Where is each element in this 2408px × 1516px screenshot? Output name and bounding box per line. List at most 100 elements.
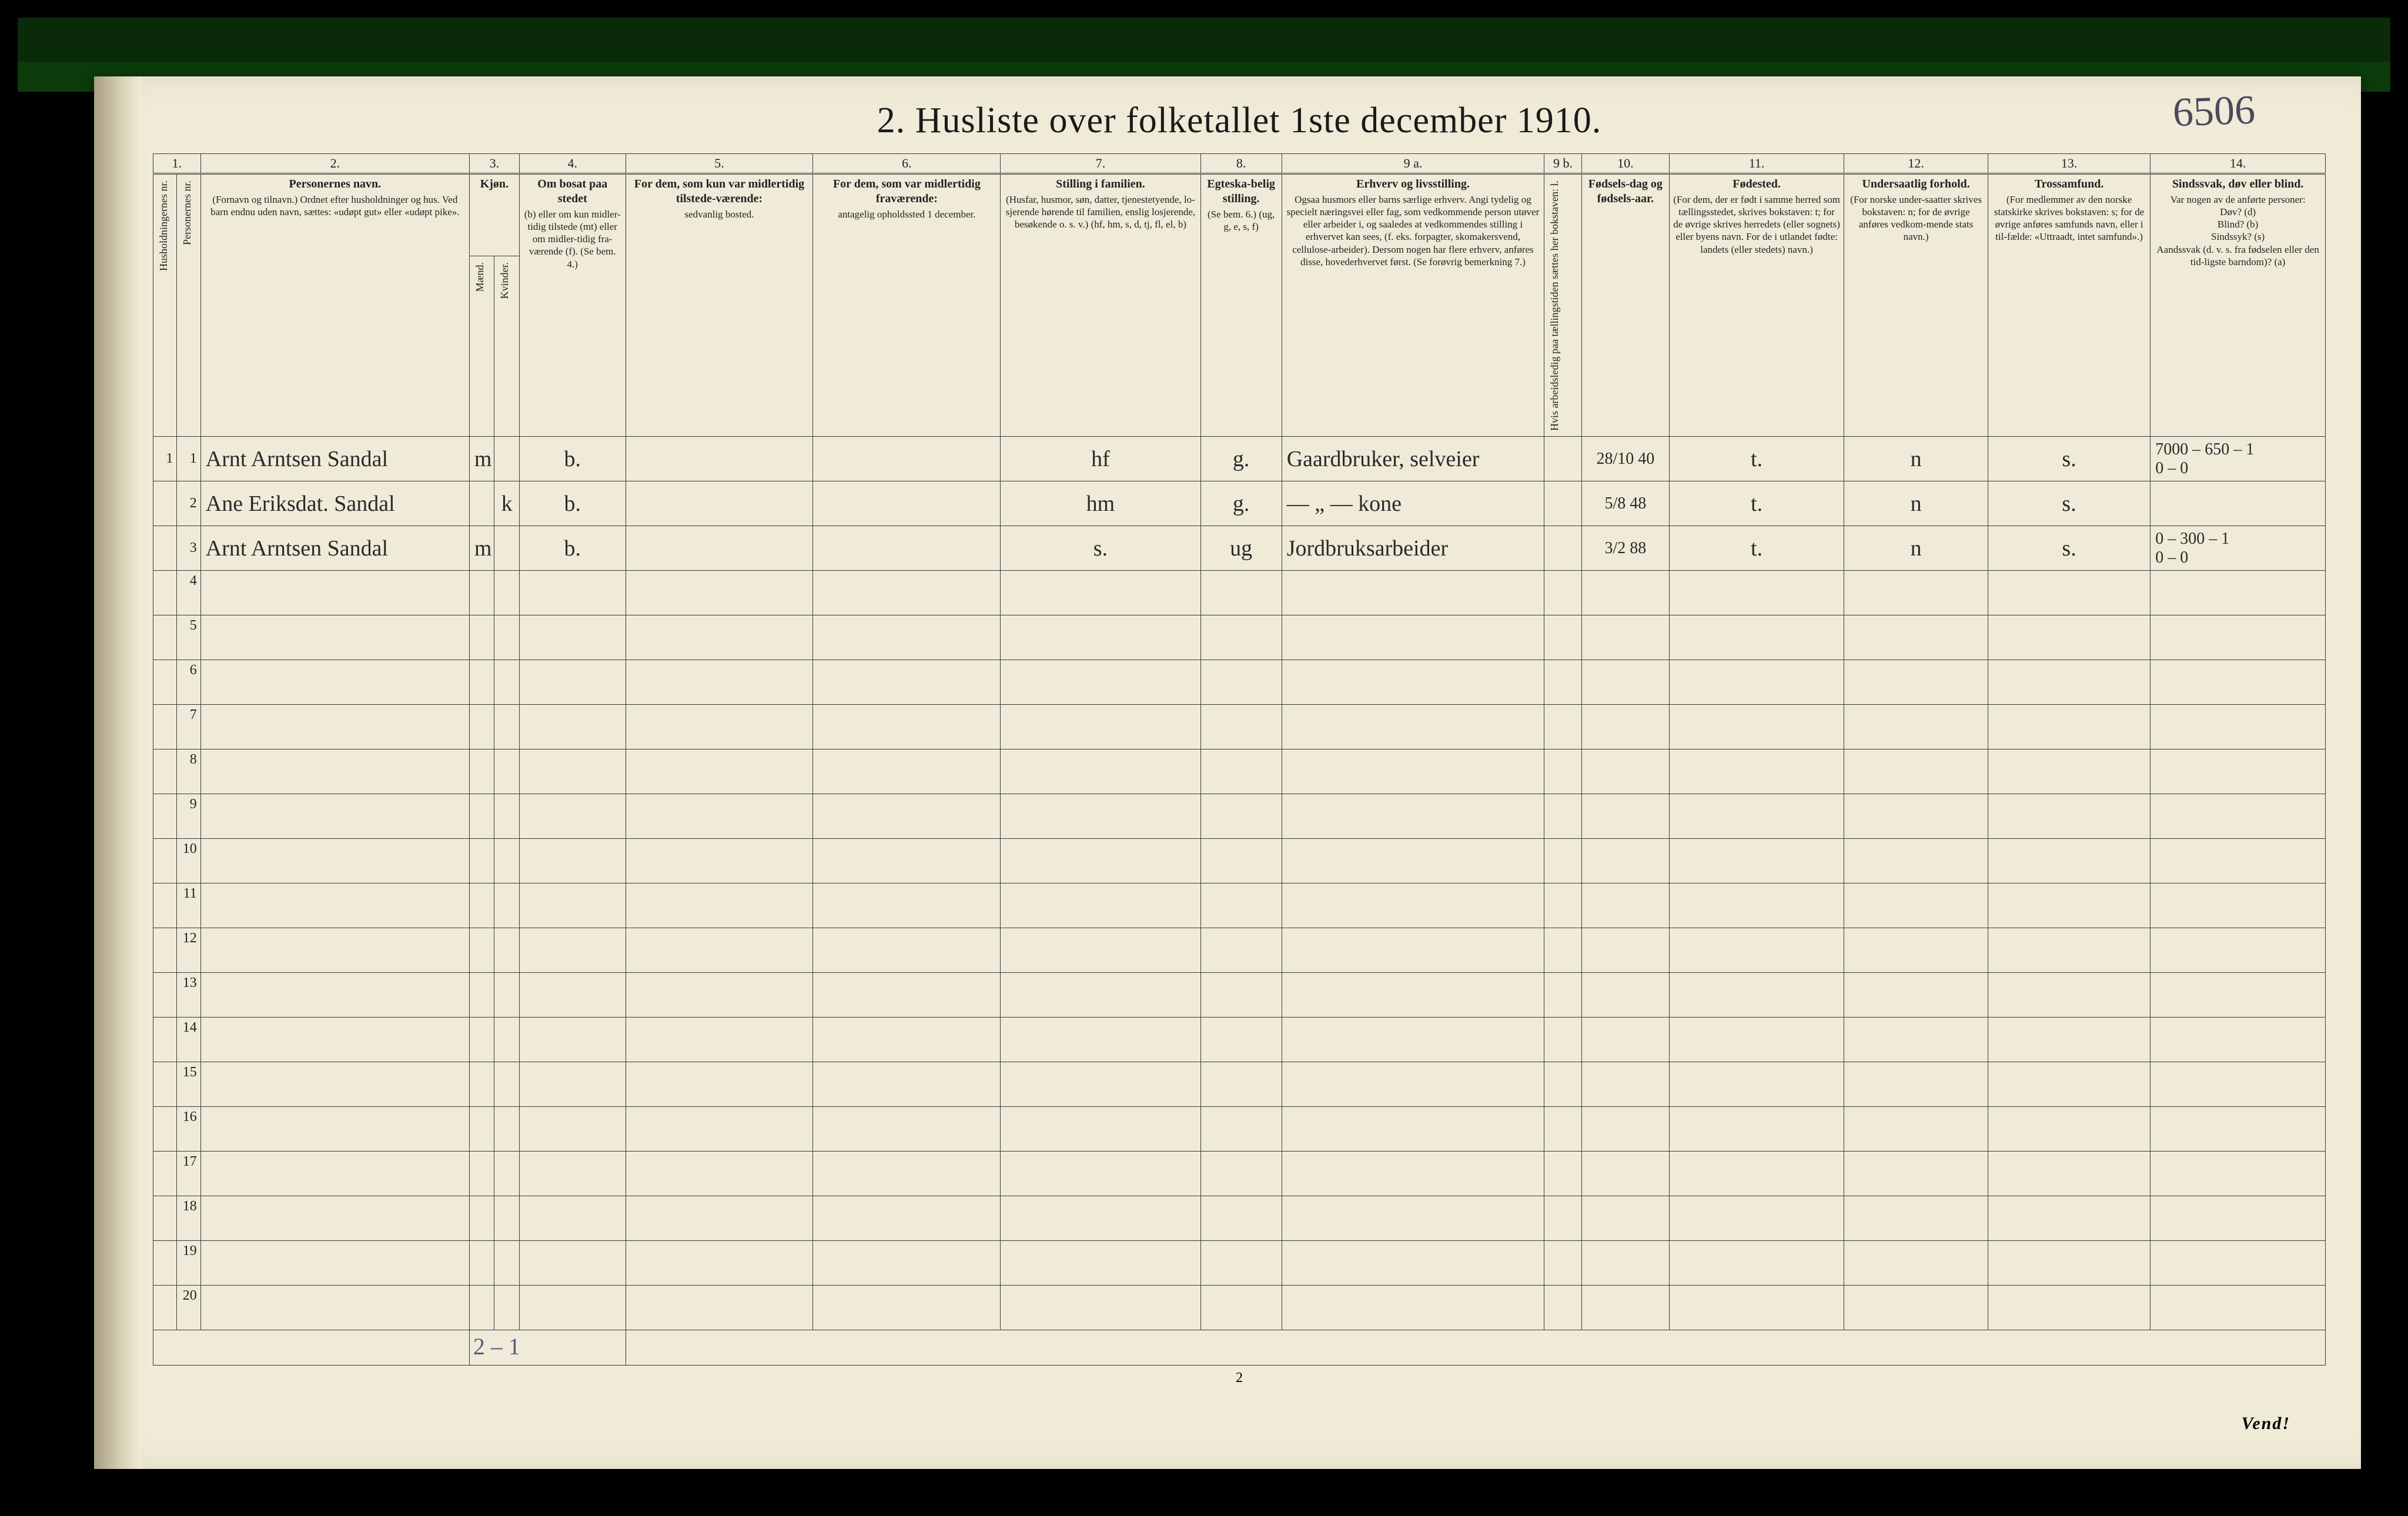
cell-blank xyxy=(469,615,494,660)
cell-blank xyxy=(2151,705,2326,749)
cell-col10: 3/2 88 xyxy=(1581,526,1669,571)
cell-blank xyxy=(1581,705,1669,749)
cell-col14 xyxy=(2151,481,2326,526)
cell-blank xyxy=(519,660,626,705)
cell-blank xyxy=(1844,705,1988,749)
foot-empty xyxy=(153,1330,470,1366)
cell-blank xyxy=(1844,794,1988,839)
cell-blank xyxy=(153,839,177,884)
cell-blank: 5 xyxy=(177,615,200,660)
cell-blank xyxy=(1669,1196,1844,1241)
cell-blank xyxy=(1200,705,1282,749)
cell-blank xyxy=(1001,1241,1200,1286)
hdr-col12-main: Undersaatlig forhold. xyxy=(1848,177,1984,192)
cell-blank xyxy=(1988,794,2150,839)
cell-blank xyxy=(2151,615,2326,660)
cell-blank xyxy=(1581,928,1669,973)
table-row: 4 xyxy=(153,571,2326,615)
cell-bosat: b. xyxy=(519,526,626,571)
hdr-col9a-sub: Ogsaa husmors eller barns særlige erhver… xyxy=(1286,193,1540,269)
cell-blank xyxy=(494,928,520,973)
hdr-col7-sub: (Husfar, husmor, søn, datter, tjenestety… xyxy=(1004,193,1196,231)
header-main-row: Husholdningernes nr. Personernes nr. Per… xyxy=(153,173,2326,256)
table-row: 5 xyxy=(153,615,2326,660)
cell-col11: t. xyxy=(1669,481,1844,526)
cell-blank xyxy=(1844,1107,1988,1152)
cell-blank xyxy=(469,705,494,749)
cell-col13: s. xyxy=(1988,526,2150,571)
cell-blank xyxy=(200,705,469,749)
cell-blank xyxy=(1581,571,1669,615)
cell-col5 xyxy=(626,481,813,526)
cell-col11: t. xyxy=(1669,526,1844,571)
cell-blank xyxy=(1581,1286,1669,1330)
colnum-14: 14. xyxy=(2151,154,2326,174)
cell-col10: 28/10 40 xyxy=(1581,437,1669,481)
cell-blank xyxy=(1844,1018,1988,1062)
cell-blank xyxy=(1001,973,1200,1018)
cell-blank xyxy=(153,660,177,705)
cell-blank xyxy=(1844,571,1988,615)
cell-blank xyxy=(519,749,626,794)
colnum-3: 3. xyxy=(469,154,519,174)
cell-blank xyxy=(1544,1062,1582,1107)
cell-blank xyxy=(519,1018,626,1062)
cell-blank xyxy=(1282,973,1544,1018)
table-row: 20 xyxy=(153,1286,2326,1330)
cell-blank xyxy=(519,839,626,884)
hdr-col7: Stilling i familien. (Husfar, husmor, sø… xyxy=(1001,173,1200,437)
cell-blank xyxy=(1669,660,1844,705)
cell-blank xyxy=(1001,705,1200,749)
cell-blank xyxy=(1282,1241,1544,1286)
cell-blank xyxy=(813,928,1001,973)
table-row: 8 xyxy=(153,749,2326,794)
hdr-col13: Trossamfund. (For medlemmer av den norsk… xyxy=(1988,173,2150,437)
cell-blank xyxy=(494,794,520,839)
cell-blank xyxy=(1282,1286,1544,1330)
cell-blank: 11 xyxy=(177,884,200,928)
hdr-sex-k: Kvinder. xyxy=(494,256,520,437)
cell-blank xyxy=(626,884,813,928)
cell-sex_m: m xyxy=(469,526,494,571)
cell-blank xyxy=(2151,928,2326,973)
cell-blank xyxy=(2151,1286,2326,1330)
cell-blank xyxy=(2151,884,2326,928)
cell-col9a: Gaardbruker, selveier xyxy=(1282,437,1544,481)
cell-blank xyxy=(200,1062,469,1107)
cell-blank xyxy=(626,928,813,973)
table-row: 7 xyxy=(153,705,2326,749)
column-number-row: 1. 2. 3. 4. 5. 6. 7. 8. 9 a. 9 b. 10. 11… xyxy=(153,154,2326,174)
colnum-13: 13. xyxy=(1988,154,2150,174)
cell-blank xyxy=(1200,1241,1282,1286)
cell-blank xyxy=(153,1196,177,1241)
cell-blank xyxy=(469,1152,494,1196)
cell-hh xyxy=(153,481,177,526)
hdr-bosat-main: Om bosat paa stedet xyxy=(523,177,622,206)
cell-blank xyxy=(519,705,626,749)
cell-blank xyxy=(1282,794,1544,839)
cell-blank xyxy=(1282,660,1544,705)
cell-blank xyxy=(1669,1018,1844,1062)
cell-blank: 18 xyxy=(177,1196,200,1241)
hdr-col13-main: Trossamfund. xyxy=(1992,177,2146,192)
cell-blank xyxy=(626,1018,813,1062)
cell-bosat: b. xyxy=(519,437,626,481)
table-header: 1. 2. 3. 4. 5. 6. 7. 8. 9 a. 9 b. 10. 11… xyxy=(153,154,2326,437)
footer-tally-row: 2 – 1 xyxy=(153,1330,2326,1366)
hdr-sex-main: Kjøn. xyxy=(473,177,516,192)
cell-blank xyxy=(1988,1107,2150,1152)
cell-blank xyxy=(1988,1152,2150,1196)
cell-blank xyxy=(1669,1241,1844,1286)
table-row: 18 xyxy=(153,1196,2326,1241)
table-row: 19 xyxy=(153,1241,2326,1286)
hdr-col11-sub: (For dem, der er født i samme herred som… xyxy=(1673,193,1841,256)
cell-blank xyxy=(1282,1062,1544,1107)
cell-col9a: Jordbruksarbeider xyxy=(1282,526,1544,571)
cell-blank xyxy=(2151,571,2326,615)
cell-sex_k xyxy=(494,437,520,481)
cell-blank xyxy=(200,1107,469,1152)
cell-bosat: b. xyxy=(519,481,626,526)
cell-blank: 17 xyxy=(177,1152,200,1196)
cell-blank xyxy=(1669,705,1844,749)
hdr-col9b-label: Hvis arbeidsledig paa tællingstiden sætt… xyxy=(1548,177,1562,434)
